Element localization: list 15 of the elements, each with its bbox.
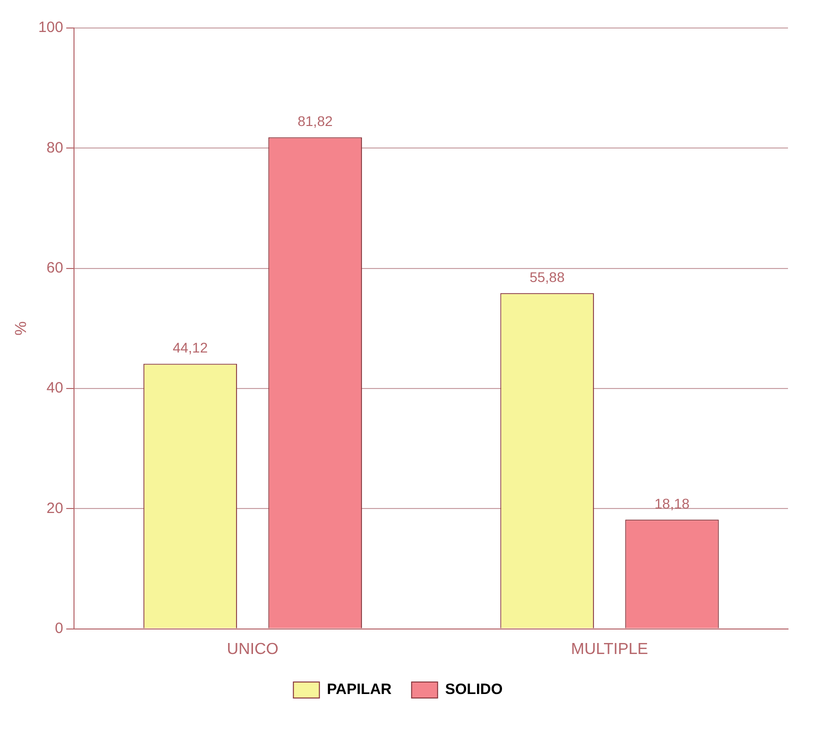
y-tick-label: 60 [46, 259, 64, 276]
data-label: 81,82 [298, 113, 333, 130]
x-tick-label: UNICO [226, 640, 278, 658]
y-tick-label: 80 [46, 139, 64, 156]
y-tick-label: 0 [54, 620, 64, 637]
y-tick-label: 20 [46, 500, 64, 517]
data-label: 18,18 [654, 495, 690, 512]
x-tick-label: MULTIPLE [571, 640, 648, 658]
legend-label: SOLIDO [445, 681, 503, 698]
y-axis-title: % [13, 321, 30, 336]
data-label: 44,12 [172, 340, 208, 356]
legend-label: PAPILAR [326, 681, 392, 698]
data-label: 55,88 [530, 268, 565, 285]
y-tick-label: 40 [46, 380, 64, 397]
y-tick-label: 100 [38, 19, 64, 36]
